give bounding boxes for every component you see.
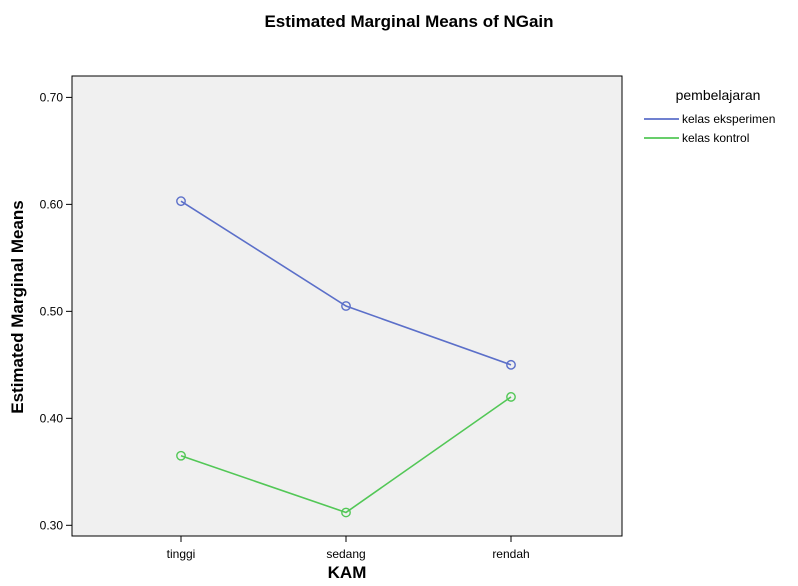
legend-item: kelas kontrol [644,131,749,145]
legend: pembelajaran kelas eksperimen kelas kontr… [644,87,775,145]
data-point [176,450,186,461]
data-point [341,507,351,518]
series-2 [176,392,516,518]
series-line [180,200,512,366]
legend-item: kelas eksperimen [644,112,775,126]
series-line [180,396,512,514]
y-tick-label: 0.60 [40,197,64,211]
data-point [506,392,516,402]
y-tick-label: 0.70 [40,90,64,104]
chart-title: Estimated Marginal Means of NGain [264,12,553,31]
legend-title: pembelajaran [676,87,761,103]
x-tick-label: tinggi [167,547,196,561]
data-point [176,196,186,207]
series-1 [176,196,516,370]
data-point [341,301,351,311]
legend-label: kelas kontrol [682,131,749,145]
y-tick-label: 0.30 [40,518,64,532]
y-tick-label: 0.50 [40,304,64,318]
y-axis-title: Estimated Marginal Means [8,200,27,414]
x-tick-label: sedang [326,547,365,561]
x-tick-label: rendah [492,547,529,561]
x-axis-title: KAM [328,563,367,582]
y-axis: 0.30 0.40 0.50 0.60 0.70 [40,90,72,532]
y-tick-label: 0.40 [40,411,64,425]
legend-label: kelas eksperimen [682,112,775,126]
data-point [506,359,516,370]
series-layer [176,196,516,518]
x-axis: tinggi sedang rendah [167,536,530,561]
